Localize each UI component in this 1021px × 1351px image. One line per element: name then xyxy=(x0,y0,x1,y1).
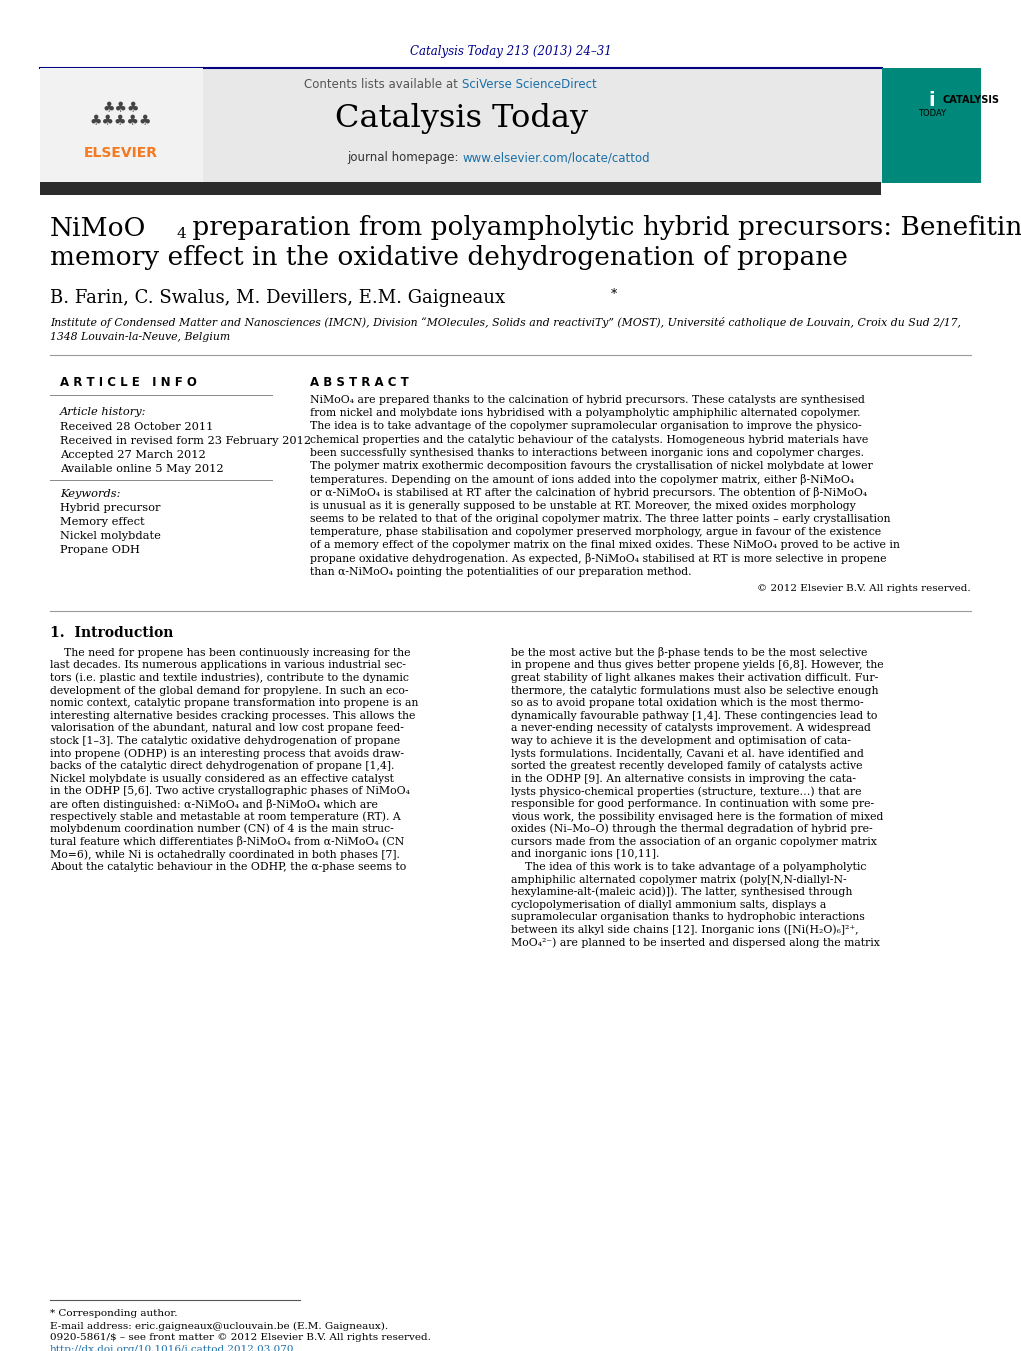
Text: Institute of Condensed Matter and Nanosciences (IMCN), Division “MOlecules, Soli: Institute of Condensed Matter and Nanosc… xyxy=(50,316,961,327)
Text: responsible for good performance. In continuation with some pre-: responsible for good performance. In con… xyxy=(510,798,874,809)
Text: NiMoO: NiMoO xyxy=(50,216,146,240)
Text: The polymer matrix exothermic decomposition favours the crystallisation of nicke: The polymer matrix exothermic decomposit… xyxy=(310,461,873,471)
Text: *: * xyxy=(611,288,618,300)
Text: Catalysis Today: Catalysis Today xyxy=(336,103,588,134)
Text: Memory effect: Memory effect xyxy=(60,517,145,527)
Text: stock [1–3]. The catalytic oxidative dehydrogenation of propane: stock [1–3]. The catalytic oxidative deh… xyxy=(50,736,400,746)
Text: is unusual as it is generally supposed to be unstable at RT. Moreover, the mixed: is unusual as it is generally supposed t… xyxy=(310,501,856,511)
Text: Propane ODH: Propane ODH xyxy=(60,544,140,555)
Text: MoO₄²⁻) are planned to be inserted and dispersed along the matrix: MoO₄²⁻) are planned to be inserted and d… xyxy=(510,938,880,948)
Text: Available online 5 May 2012: Available online 5 May 2012 xyxy=(60,463,224,474)
Text: respectively stable and metastable at room temperature (RT). A: respectively stable and metastable at ro… xyxy=(50,812,401,821)
Text: Received 28 October 2011: Received 28 October 2011 xyxy=(60,422,213,432)
Text: been successfully synthesised thanks to interactions between inorganic ions and : been successfully synthesised thanks to … xyxy=(310,447,864,458)
Text: tors (i.e. plastic and textile industries), contribute to the dynamic: tors (i.e. plastic and textile industrie… xyxy=(50,673,408,684)
Text: http://dx.doi.org/10.1016/j.cattod.2012.03.070: http://dx.doi.org/10.1016/j.cattod.2012.… xyxy=(50,1346,294,1351)
Text: a never-ending necessity of catalysts improvement. A widespread: a never-ending necessity of catalysts im… xyxy=(510,723,871,734)
Text: sorted the greatest recently developed family of catalysts active: sorted the greatest recently developed f… xyxy=(510,761,863,771)
Text: vious work, the possibility envisaged here is the formation of mixed: vious work, the possibility envisaged he… xyxy=(510,812,883,821)
Text: backs of the catalytic direct dehydrogenation of propane [1,4].: backs of the catalytic direct dehydrogen… xyxy=(50,761,394,771)
Text: into propene (ODHP) is an interesting process that avoids draw-: into propene (ODHP) is an interesting pr… xyxy=(50,748,404,759)
Text: dynamically favourable pathway [1,4]. These contingencies lead to: dynamically favourable pathway [1,4]. Th… xyxy=(510,711,877,721)
Text: memory effect in the oxidative dehydrogenation of propane: memory effect in the oxidative dehydroge… xyxy=(50,246,847,270)
Text: interesting alternative besides cracking processes. This allows the: interesting alternative besides cracking… xyxy=(50,711,416,721)
Text: molybdenum coordination number (CN) of 4 is the main struc-: molybdenum coordination number (CN) of 4… xyxy=(50,824,394,835)
Text: lysts physico-chemical properties (structure, texture…) that are: lysts physico-chemical properties (struc… xyxy=(510,786,862,797)
Text: i: i xyxy=(929,91,935,109)
Text: Article history:: Article history: xyxy=(60,407,146,417)
Text: are often distinguished: α-NiMoO₄ and β-NiMoO₄ which are: are often distinguished: α-NiMoO₄ and β-… xyxy=(50,798,378,809)
Text: Keywords:: Keywords: xyxy=(60,489,120,499)
Text: © 2012 Elsevier B.V. All rights reserved.: © 2012 Elsevier B.V. All rights reserved… xyxy=(758,584,971,593)
Text: oxides (Ni–Mo–O) through the thermal degradation of hybrid pre-: oxides (Ni–Mo–O) through the thermal deg… xyxy=(510,824,873,835)
Text: SciVerse ScienceDirect: SciVerse ScienceDirect xyxy=(461,77,596,91)
Text: preparation from polyampholytic hybrid precursors: Benefiting of the: preparation from polyampholytic hybrid p… xyxy=(184,216,1021,240)
Text: last decades. Its numerous applications in various industrial sec-: last decades. Its numerous applications … xyxy=(50,661,406,670)
Bar xyxy=(40,68,882,182)
Text: 1.  Introduction: 1. Introduction xyxy=(50,626,174,640)
Text: E-mail address: eric.gaigneaux@uclouvain.be (E.M. Gaigneaux).: E-mail address: eric.gaigneaux@uclouvain… xyxy=(50,1321,388,1331)
Text: Nickel molybdate: Nickel molybdate xyxy=(60,531,161,540)
Text: temperature, phase stabilisation and copolymer preserved morphology, argue in fa: temperature, phase stabilisation and cop… xyxy=(310,527,881,536)
Text: in the ODHP [5,6]. Two active crystallographic phases of NiMoO₄: in the ODHP [5,6]. Two active crystallog… xyxy=(50,786,409,796)
Text: great stability of light alkanes makes their activation difficult. Fur-: great stability of light alkanes makes t… xyxy=(510,673,878,684)
Text: valorisation of the abundant, natural and low cost propane feed-: valorisation of the abundant, natural an… xyxy=(50,723,404,734)
Text: * Corresponding author.: * Corresponding author. xyxy=(50,1309,178,1319)
Text: ELSEVIER: ELSEVIER xyxy=(84,146,158,159)
Text: cyclopolymerisation of diallyl ammonium salts, displays a: cyclopolymerisation of diallyl ammonium … xyxy=(510,900,826,909)
Text: be the most active but the β-phase tends to be the most selective: be the most active but the β-phase tends… xyxy=(510,647,868,658)
Text: Hybrid precursor: Hybrid precursor xyxy=(60,503,160,513)
Text: Received in revised form 23 February 2012: Received in revised form 23 February 201… xyxy=(60,436,311,446)
Text: Contents lists available at: Contents lists available at xyxy=(304,77,461,91)
Text: way to achieve it is the development and optimisation of cata-: way to achieve it is the development and… xyxy=(510,736,850,746)
Text: chemical properties and the catalytic behaviour of the catalysts. Homogeneous hy: chemical properties and the catalytic be… xyxy=(310,435,868,444)
Text: development of the global demand for propylene. In such an eco-: development of the global demand for pro… xyxy=(50,685,408,696)
Text: journal homepage:: journal homepage: xyxy=(347,151,461,165)
Text: 4: 4 xyxy=(176,227,186,240)
Text: seems to be related to that of the original copolymer matrix. The three latter p: seems to be related to that of the origi… xyxy=(310,513,890,524)
Text: The idea of this work is to take advantage of a polyampholytic: The idea of this work is to take advanta… xyxy=(510,862,867,871)
Text: A B S T R A C T: A B S T R A C T xyxy=(310,377,408,389)
Text: B. Farin, C. Swalus, M. Devillers, E.M. Gaigneaux: B. Farin, C. Swalus, M. Devillers, E.M. … xyxy=(50,289,505,307)
Text: The need for propene has been continuously increasing for the: The need for propene has been continuous… xyxy=(50,647,410,658)
Text: The idea is to take advantage of the copolymer supramolecular organisation to im: The idea is to take advantage of the cop… xyxy=(310,422,862,431)
Bar xyxy=(40,68,203,182)
Text: www.elsevier.com/locate/cattod: www.elsevier.com/locate/cattod xyxy=(461,151,649,165)
Text: ♣♣♣
♣♣♣♣♣: ♣♣♣ ♣♣♣♣♣ xyxy=(90,101,152,128)
Text: or α-NiMoO₄ is stabilised at RT after the calcination of hybrid precursors. The : or α-NiMoO₄ is stabilised at RT after th… xyxy=(310,486,867,499)
Text: NiMoO₄ are prepared thanks to the calcination of hybrid precursors. These cataly: NiMoO₄ are prepared thanks to the calcin… xyxy=(310,394,865,405)
Text: Nickel molybdate is usually considered as an effective catalyst: Nickel molybdate is usually considered a… xyxy=(50,774,394,784)
Text: lysts formulations. Incidentally, Cavani et al. have identified and: lysts formulations. Incidentally, Cavani… xyxy=(510,748,864,759)
Text: thermore, the catalytic formulations must also be selective enough: thermore, the catalytic formulations mus… xyxy=(510,685,878,696)
Text: Catalysis Today 213 (2013) 24–31: Catalysis Today 213 (2013) 24–31 xyxy=(410,46,612,58)
Text: in the ODHP [9]. An alternative consists in improving the cata-: in the ODHP [9]. An alternative consists… xyxy=(510,774,856,784)
Text: A R T I C L E   I N F O: A R T I C L E I N F O xyxy=(60,377,197,389)
Text: propane oxidative dehydrogenation. As expected, β-NiMoO₄ stabilised at RT is mor: propane oxidative dehydrogenation. As ex… xyxy=(310,553,886,563)
Text: cursors made from the association of an organic copolymer matrix: cursors made from the association of an … xyxy=(510,836,877,847)
Text: About the catalytic behaviour in the ODHP, the α-phase seems to: About the catalytic behaviour in the ODH… xyxy=(50,862,406,871)
Text: between its alkyl side chains [12]. Inorganic ions ([Ni(H₂O)₆]²⁺,: between its alkyl side chains [12]. Inor… xyxy=(510,924,859,935)
Text: CATALYSIS: CATALYSIS xyxy=(942,95,999,105)
Text: amphiphilic alternated copolymer matrix (poly[N,N-diallyl-N-: amphiphilic alternated copolymer matrix … xyxy=(510,874,846,885)
Bar xyxy=(882,68,981,182)
Text: supramolecular organisation thanks to hydrophobic interactions: supramolecular organisation thanks to hy… xyxy=(510,912,865,923)
Text: temperatures. Depending on the amount of ions added into the copolymer matrix, e: temperatures. Depending on the amount of… xyxy=(310,474,855,485)
Text: of a memory effect of the copolymer matrix on the final mixed oxides. These NiMo: of a memory effect of the copolymer matr… xyxy=(310,540,900,550)
Text: from nickel and molybdate ions hybridised with a polyampholytic amphiphilic alte: from nickel and molybdate ions hybridise… xyxy=(310,408,861,419)
Text: Accepted 27 March 2012: Accepted 27 March 2012 xyxy=(60,450,206,459)
Text: 1348 Louvain-la-Neuve, Belgium: 1348 Louvain-la-Neuve, Belgium xyxy=(50,332,231,342)
Text: so as to avoid propane total oxidation which is the most thermo-: so as to avoid propane total oxidation w… xyxy=(510,698,864,708)
Text: and inorganic ions [10,11].: and inorganic ions [10,11]. xyxy=(510,850,660,859)
Text: 0920-5861/$ – see front matter © 2012 Elsevier B.V. All rights reserved.: 0920-5861/$ – see front matter © 2012 El… xyxy=(50,1333,431,1343)
Text: than α-NiMoO₄ pointing the potentialities of our preparation method.: than α-NiMoO₄ pointing the potentialitie… xyxy=(310,566,691,577)
Text: hexylamine-alt-(maleic acid)]). The latter, synthesised through: hexylamine-alt-(maleic acid)]). The latt… xyxy=(510,886,853,897)
Text: Mo=6), while Ni is octahedrally coordinated in both phases [7].: Mo=6), while Ni is octahedrally coordina… xyxy=(50,850,400,859)
Bar xyxy=(40,182,881,195)
Text: nomic context, catalytic propane transformation into propene is an: nomic context, catalytic propane transfo… xyxy=(50,698,419,708)
Text: in propene and thus gives better propene yields [6,8]. However, the: in propene and thus gives better propene… xyxy=(510,661,883,670)
Text: tural feature which differentiates β-NiMoO₄ from α-NiMoO₄ (CN: tural feature which differentiates β-NiM… xyxy=(50,836,404,847)
Text: TODAY: TODAY xyxy=(918,108,946,118)
